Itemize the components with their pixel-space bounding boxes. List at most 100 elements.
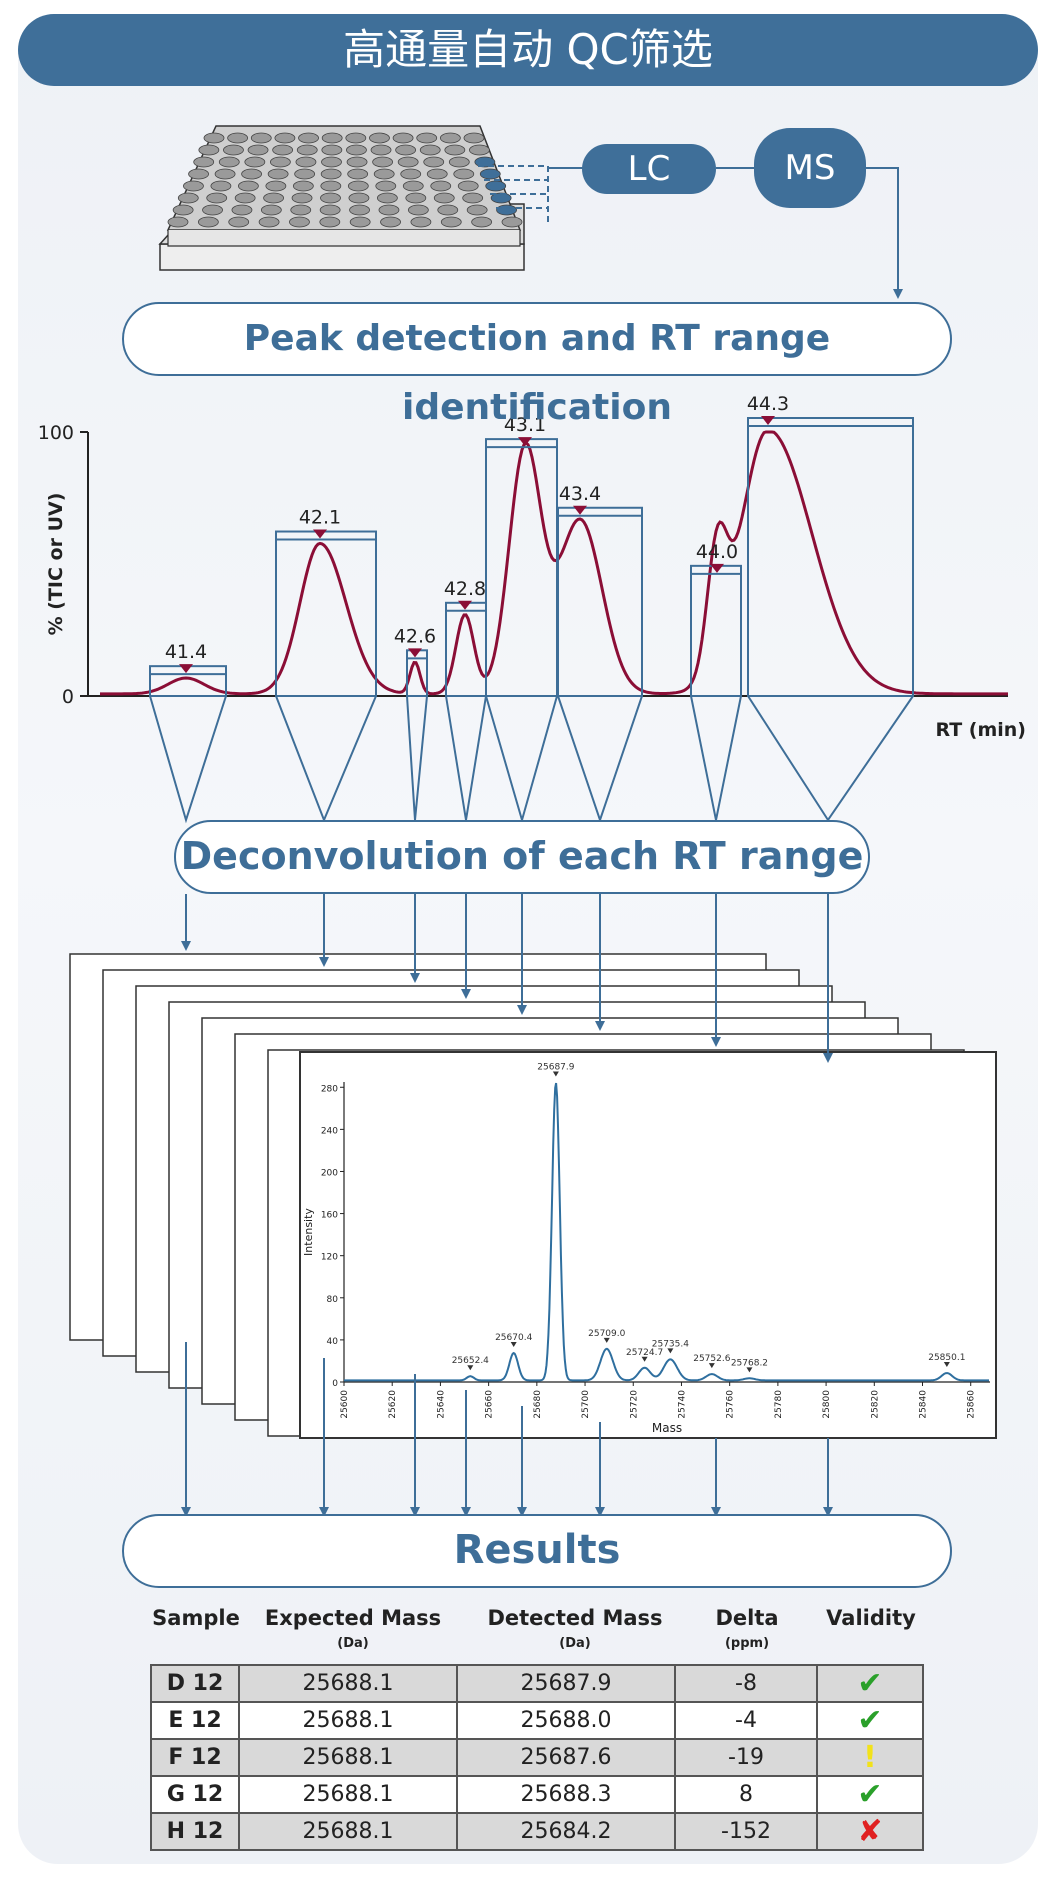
- header-detected-mass: Detected Mass (Da): [487, 1606, 663, 1651]
- delta-cell: -4: [674, 1701, 818, 1740]
- spectrum-peak-marker: [510, 1342, 517, 1348]
- step-deconvolution: Deconvolution of each RT range: [174, 820, 870, 894]
- spectrum-peak-label: 25652.4: [452, 1356, 489, 1366]
- expected-mass-cell: 25688.1: [238, 1775, 458, 1814]
- spectrum-peak-label: 25768.2: [731, 1358, 768, 1368]
- rt-range-box: [149, 665, 227, 697]
- spectrum-y-tick-label: 40: [327, 1337, 339, 1347]
- chromatogram-chart: 100 0 % (TIC or UV) RT (min) 41.4 42.1 42.6 42.…: [38, 393, 1026, 824]
- spectrum-x-tick-label: 25840: [919, 1390, 929, 1419]
- rt-range-box: [275, 530, 377, 698]
- chromatogram-trace: [100, 430, 1008, 696]
- funnel-line: [149, 695, 227, 824]
- spectrum-peak-label: 25752.6: [693, 1354, 730, 1364]
- spectrum-peak-label: 25709.0: [588, 1329, 625, 1339]
- funnel-line: [557, 695, 643, 824]
- sample-cell: G 12: [150, 1775, 240, 1814]
- spectrum-x-tick-label: 25700: [581, 1390, 591, 1419]
- spectrum-x-tick-label: 25600: [340, 1390, 350, 1419]
- rt-range-box: [557, 506, 643, 698]
- lc-module: LC: [582, 144, 716, 194]
- delta-cell: 8: [674, 1775, 818, 1814]
- spectrum-trace: [344, 1082, 989, 1382]
- spectrum-peak-marker: [641, 1356, 648, 1362]
- spectrum-peak-marker: [552, 1071, 559, 1077]
- expected-mass-cell: 25688.1: [238, 1664, 458, 1703]
- results-table: D 12 25688.1 25687.9 -8 ✔ E 12 25688.1 25688.0-…: [150, 1664, 924, 1851]
- spectrum-peak-label: 25687.9: [537, 1063, 574, 1073]
- peak-marker: [710, 563, 724, 573]
- delta-cell: -8: [674, 1664, 818, 1703]
- sample-cell: E 12: [150, 1701, 240, 1740]
- funnel-line: [445, 695, 487, 821]
- spectrum-peak-marker: [667, 1348, 674, 1354]
- peak-marker: [458, 600, 472, 610]
- peak-label: 41.4: [165, 641, 207, 663]
- check-icon: ✔: [857, 1777, 883, 1812]
- peak-marker: [313, 529, 327, 539]
- exclamation-icon: !: [863, 1740, 877, 1775]
- peak-marker: [518, 437, 532, 447]
- spectrum-x-tick-label: 25800: [822, 1390, 832, 1419]
- spectrum-y-tick-label: 240: [321, 1126, 338, 1136]
- table-row: F 12 25688.1 25687.6 -19!: [150, 1738, 924, 1777]
- flow-arrows: [181, 894, 833, 1517]
- peak-label: 42.1: [299, 507, 341, 529]
- page-title: 高通量自动 QC筛选: [18, 14, 1038, 86]
- spectrum-frame: [299, 1051, 997, 1439]
- table-row: G 12 25688.1 25688.3 8 ✔: [150, 1775, 924, 1814]
- peak-marker: [408, 648, 422, 658]
- delta-cell: -19: [674, 1738, 818, 1777]
- validity-cell: !: [816, 1738, 924, 1777]
- peak-label: 42.8: [444, 578, 486, 600]
- y-tick-label: 100: [38, 422, 74, 444]
- spectrum-peak-label: 25735.4: [652, 1339, 689, 1349]
- spectrum-x-tick-label: 25760: [726, 1390, 736, 1419]
- funnel-line: [485, 695, 558, 824]
- validity-cell: ✔: [816, 1664, 924, 1703]
- peak-label: 43.1: [504, 414, 546, 436]
- spectrum-x-tick-label: 25820: [870, 1390, 880, 1419]
- header-expected-mass: Expected Mass (Da): [264, 1606, 442, 1651]
- y-tick-label: 0: [62, 686, 74, 708]
- peak-label: 44.3: [747, 393, 789, 415]
- expected-mass-cell: 25688.1: [238, 1738, 458, 1777]
- spectrum-y-tick-label: 160: [321, 1211, 338, 1221]
- detected-mass-cell: 25688.3: [456, 1775, 676, 1814]
- y-axis-label: % (TIC or UV): [45, 493, 67, 636]
- spectrum-peak-marker: [467, 1365, 474, 1371]
- spectrum-peak-label: 25724.7: [626, 1348, 663, 1358]
- spectrum-peak-marker: [708, 1363, 715, 1369]
- mass-spectrum-chart: 0 40 80 120 160 200 240 280 25600 25620 25640 25660…: [299, 1051, 997, 1439]
- cross-icon: ✘: [857, 1814, 883, 1849]
- spectrum-y-tick-label: 200: [321, 1168, 338, 1178]
- validity-cell: ✘: [816, 1812, 924, 1851]
- validity-cell: ✔: [816, 1775, 924, 1814]
- funnel-line: [275, 695, 377, 823]
- spectrum-y-tick-label: 80: [327, 1295, 339, 1305]
- spectrum-y-tick-label: 280: [321, 1084, 338, 1094]
- x-axis-label: RT (min): [935, 719, 1026, 741]
- spectrum-x-tick-label: 25680: [533, 1390, 543, 1419]
- spectrum-y-tick-label: 0: [332, 1379, 338, 1389]
- spectrum-peak-marker: [943, 1362, 950, 1368]
- spectrum-peak-marker: [603, 1337, 610, 1343]
- spectrum-y-tick-label: 120: [321, 1253, 338, 1263]
- header-validity: Validity: [826, 1606, 916, 1630]
- peak-marker: [179, 664, 193, 674]
- ms-module: MS: [754, 128, 866, 208]
- check-icon: ✔: [857, 1666, 883, 1701]
- peak-label: 42.6: [394, 625, 436, 647]
- delta-cell: -152: [674, 1812, 818, 1851]
- spectrum-peak-label: 25850.1: [928, 1353, 965, 1363]
- detected-mass-cell: 25684.2: [456, 1812, 676, 1851]
- sample-cell: D 12: [150, 1664, 240, 1703]
- spectrum-x-tick-label: 25620: [388, 1390, 398, 1419]
- detected-mass-cell: 25687.6: [456, 1738, 676, 1777]
- table-row: E 12 25688.1 25688.0 -4 ✔: [150, 1701, 924, 1740]
- spectrum-peak-marker: [746, 1367, 753, 1373]
- funnel-line: [406, 695, 428, 821]
- spectrum-x-axis-label: Mass: [652, 1421, 682, 1435]
- spectrum-x-tick-label: 25720: [629, 1390, 639, 1419]
- expected-mass-cell: 25688.1: [238, 1812, 458, 1851]
